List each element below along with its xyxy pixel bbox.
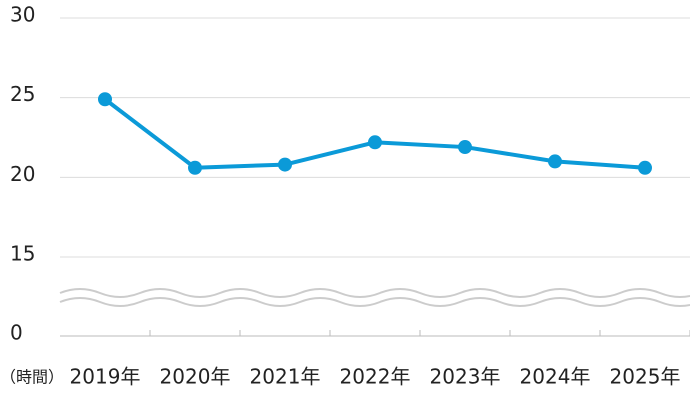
x-tick-label: 2023年 [430, 365, 501, 389]
point [188, 160, 202, 175]
point [278, 157, 292, 172]
y-tick-label: 20 [10, 162, 35, 186]
axis-break [59, 288, 690, 298]
x-tick-label: 2024年 [520, 365, 591, 389]
point [458, 140, 472, 155]
line [103, 97, 646, 170]
x-axis-label: （時間） [0, 368, 64, 387]
y-tick-label: 0 [10, 321, 23, 345]
y-tick-label: 25 [10, 82, 35, 106]
point [638, 160, 652, 175]
point [548, 154, 562, 169]
x-tick-label: 2021年 [250, 365, 321, 389]
y-tick-label: 30 [10, 3, 35, 27]
x-tick-label: 2022年 [340, 365, 411, 389]
x-tick-label: 2025年 [610, 365, 681, 389]
y-tick-label: 15 [10, 242, 35, 266]
axis-break [59, 297, 690, 307]
x-tick-label: 2019年 [70, 365, 141, 389]
x-tick-label: 2020年 [160, 365, 231, 389]
point [368, 135, 382, 150]
point [98, 92, 112, 107]
